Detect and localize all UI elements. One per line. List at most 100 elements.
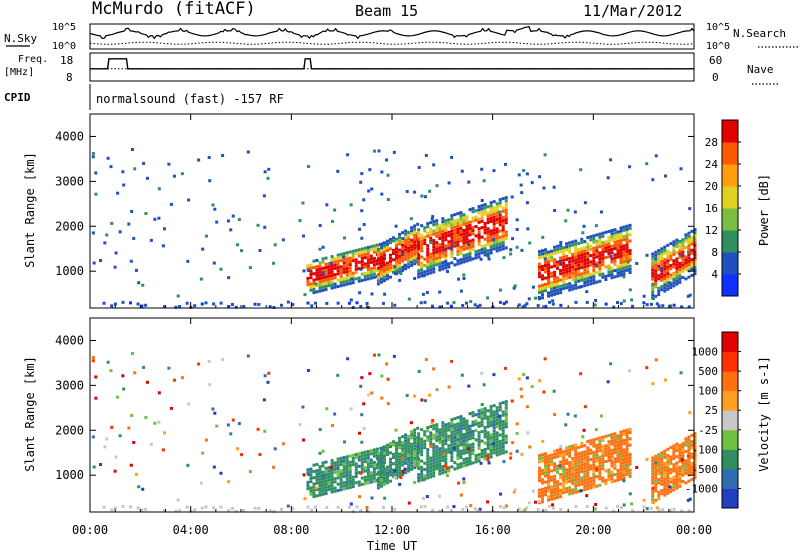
heatmap-cell [595,443,599,447]
heatmap-cell [544,282,548,286]
heatmap-cell [429,440,433,444]
heatmap-cell [568,445,572,449]
heatmap-cell [309,288,313,292]
heatmap-cell [690,465,694,469]
heatmap-cell [580,479,584,483]
heatmap-cell [544,270,548,274]
heatmap-cell [141,487,145,491]
heatmap-cell [586,487,590,491]
heatmap-cell [498,210,502,214]
heatmap-cell [556,279,560,283]
heatmap-cell [423,270,427,274]
heatmap-cell [610,464,614,468]
heatmap-cell [690,462,694,466]
heatmap-cell [441,421,445,425]
heatmap-cell [592,479,596,483]
heatmap-cell [574,300,578,304]
heatmap-cell [417,479,421,483]
heatmap-cell [162,509,166,513]
heatmap-cell [503,162,507,166]
heatmap-cell [345,282,349,286]
heatmap-cell [574,255,578,259]
heatmap-cell [379,481,383,485]
heatmap-cell [577,489,581,493]
heatmap-cell [489,442,493,446]
heatmap-cell [672,488,676,492]
heatmap-cell [331,423,335,427]
heatmap-cell [688,497,692,501]
heatmap-cell [336,262,340,266]
heatmap-cell [346,153,350,157]
heatmap-cell [315,268,319,272]
heatmap-cell [622,260,626,264]
heatmap-cell [256,427,260,431]
heatmap-cell [693,469,697,473]
heatmap-cell [398,261,402,265]
heatmap-cell [471,238,475,242]
heatmap-cell [106,360,110,364]
heatmap-cell [559,507,563,511]
heatmap-cell [453,263,457,267]
heatmap-cell [483,457,487,461]
heatmap-cell [595,475,599,479]
heatmap-cell [505,504,509,508]
heatmap-cell [392,462,395,466]
heatmap-cell [675,263,679,267]
heatmap-cell [681,470,685,474]
heatmap-cell [432,254,436,258]
heatmap-cell [553,258,557,262]
heatmap-cell [404,267,408,271]
heatmap-cell [651,271,655,275]
heatmap-cell [462,254,466,258]
heatmap-cell [447,434,451,438]
heatmap-cell [330,255,334,259]
heatmap-cell [333,486,337,490]
heatmap-cell [246,150,250,154]
heatmap-cell [628,249,632,253]
heatmap-cell [495,440,499,444]
heatmap-cell [219,471,223,475]
heatmap-cell [161,448,165,452]
heatmap-cell [477,217,481,221]
heatmap-cell [607,264,611,268]
heatmap-cell [489,216,493,220]
heatmap-cell [547,479,551,483]
heatmap-cell [306,484,310,488]
heatmap-cell [678,469,682,473]
heatmap-cell [393,475,397,479]
heatmap-cell [574,449,578,453]
heatmap-cell [589,279,593,283]
heatmap-cell [441,430,445,434]
heatmap-cell [450,455,454,459]
heatmap-cell [263,225,267,229]
heatmap-cell [324,288,328,292]
heatmap-cell [675,470,679,474]
heatmap-cell [651,277,655,281]
heatmap-cell [413,434,417,438]
heatmap-cell [103,445,107,449]
heatmap-cell [675,445,679,449]
heatmap-cell [157,391,161,395]
heatmap-cell [675,480,679,484]
heatmap-cell [657,277,661,281]
heatmap-cell [622,461,626,465]
heatmap-cell [501,237,505,241]
heatmap-cell [312,291,316,295]
heatmap-cell [441,232,445,236]
heatmap-cell [375,262,379,266]
heatmap-cell [456,237,460,241]
heatmap-cell [473,303,477,307]
heatmap-cell [487,257,491,261]
heatmap-cell [351,478,355,482]
heatmap-cell [613,463,617,467]
heatmap-cell [654,461,658,465]
heatmap-cell [444,432,448,436]
heatmap-cell [525,506,529,510]
heatmap-cell [489,405,493,409]
heatmap-cell [438,434,442,438]
heatmap-cell [213,207,217,211]
heatmap-cell [657,286,661,290]
heatmap-cell [515,227,519,231]
heatmap-cell [486,296,490,300]
heatmap-cell [456,438,460,442]
